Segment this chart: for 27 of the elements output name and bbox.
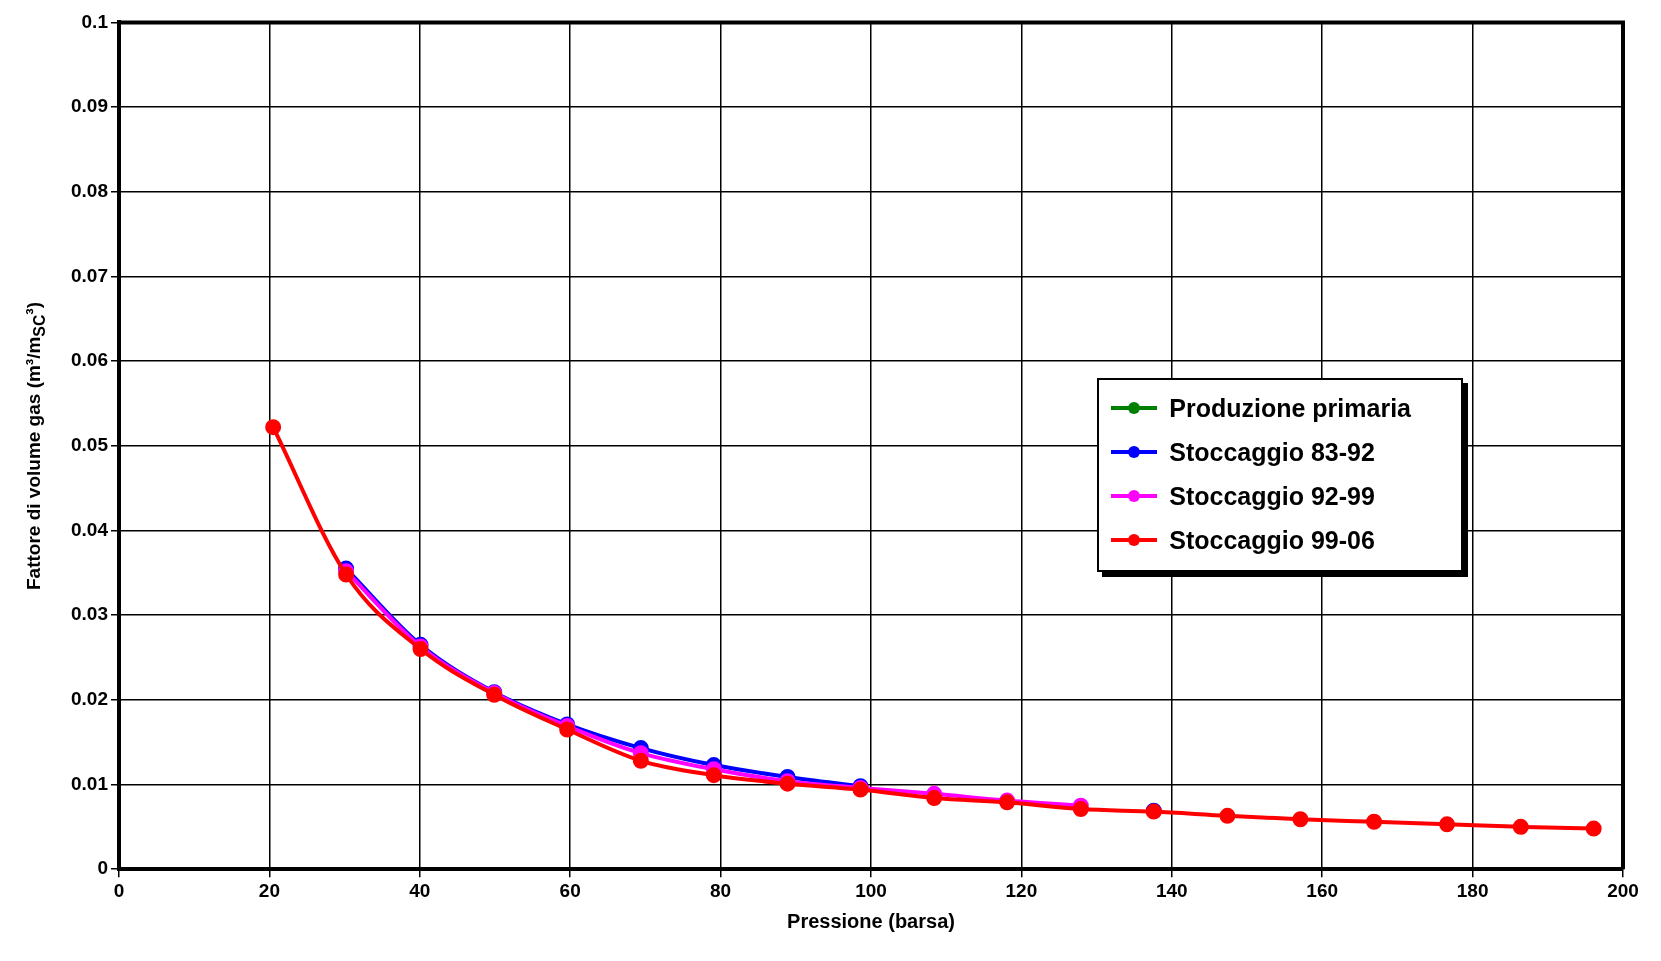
- y-tick-label: 0.02: [71, 688, 108, 710]
- y-tick-label: 0.04: [71, 518, 109, 540]
- x-tick-label: 80: [710, 879, 732, 901]
- y-tick-label: 0.01: [71, 772, 109, 794]
- x-tick-label: 0: [113, 879, 125, 901]
- y-tick-label: 0.09: [71, 95, 108, 117]
- x-tick-label: 60: [559, 879, 581, 901]
- x-tick-label: 160: [1306, 879, 1339, 901]
- legend-label: Stoccaggio 83-92: [1169, 437, 1375, 467]
- y-tick-label: 0.05: [71, 434, 109, 456]
- legend-label: Stoccaggio 99-06: [1169, 525, 1375, 555]
- y-tick-label: 0.06: [71, 349, 108, 371]
- y-tick-label: 0: [97, 857, 108, 879]
- x-tick-label: 20: [258, 879, 280, 901]
- x-tick-label: 180: [1456, 879, 1489, 901]
- x-axis-title: Pressione (barsa): [787, 909, 955, 932]
- y-tick-label: 0.03: [71, 603, 108, 625]
- x-tick-label: 100: [855, 879, 887, 901]
- y-tick-label: 0.1: [81, 10, 109, 32]
- x-tick-label: 200: [1607, 879, 1639, 901]
- x-tick-label: 140: [1155, 879, 1188, 901]
- y-tick-label: 0.08: [71, 179, 108, 201]
- legend-label: Stoccaggio 92-99: [1169, 481, 1375, 511]
- legend-label: Produzione primaria: [1169, 393, 1411, 423]
- y-tick-label: 0.07: [71, 264, 108, 286]
- x-tick-label: 120: [1005, 879, 1038, 901]
- x-tick-label: 40: [409, 879, 431, 901]
